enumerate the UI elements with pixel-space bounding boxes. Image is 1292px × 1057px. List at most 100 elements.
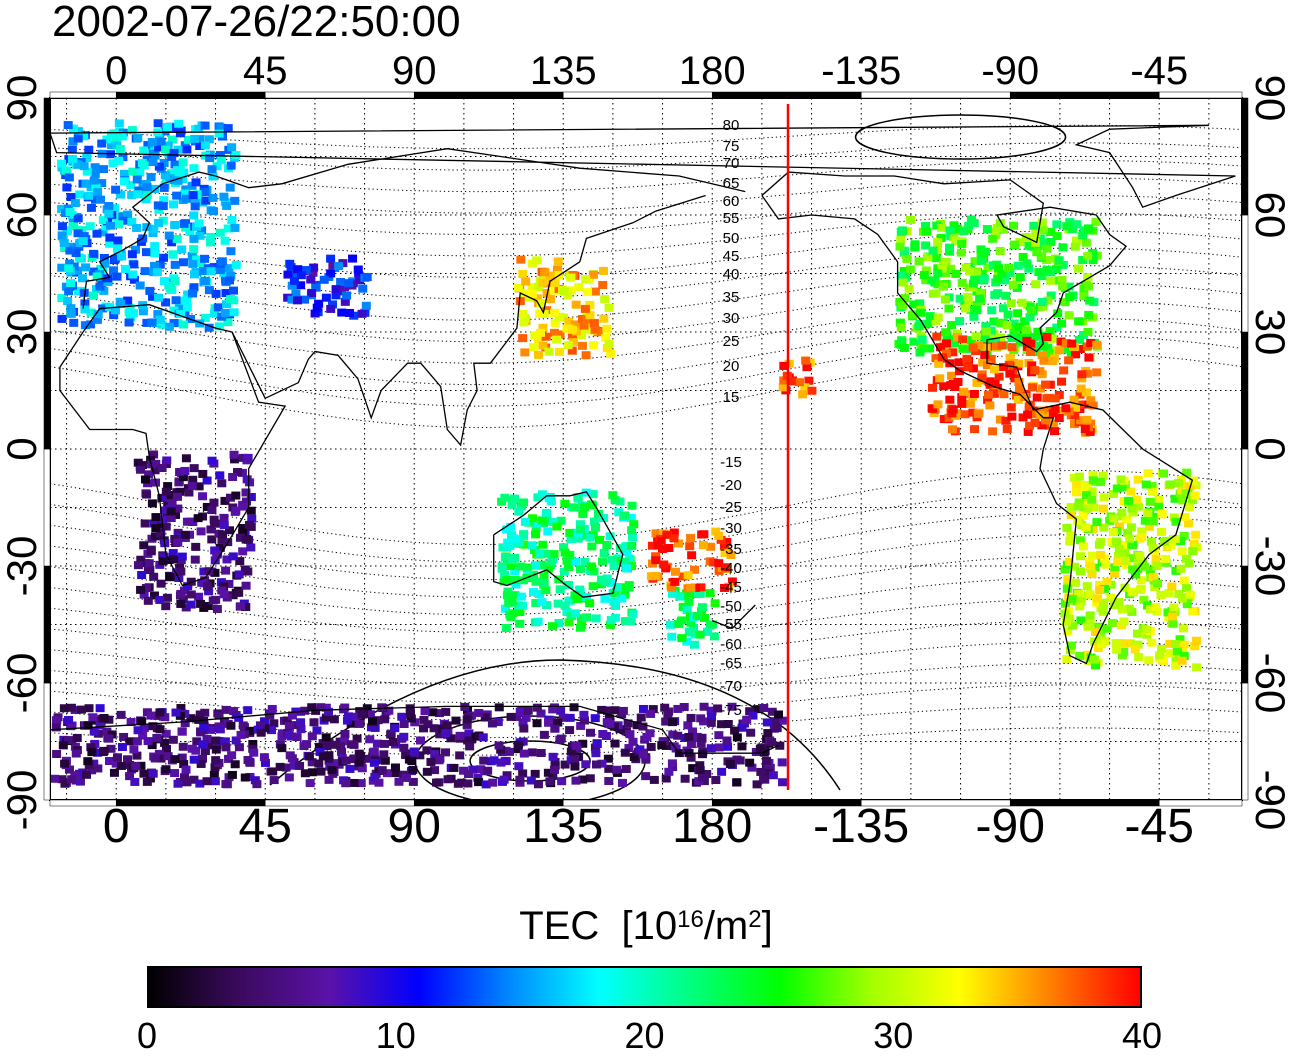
tec-cell bbox=[66, 309, 76, 318]
colorbar-unit-suffix: ] bbox=[761, 904, 773, 948]
tec-cell bbox=[500, 570, 510, 579]
tec-cell bbox=[215, 266, 225, 275]
tec-cell bbox=[70, 771, 80, 780]
tec-cell bbox=[307, 758, 317, 767]
tec-cell bbox=[112, 753, 122, 762]
tec-cell bbox=[127, 190, 137, 199]
tec-cell bbox=[1095, 477, 1105, 486]
tec-cell bbox=[578, 775, 588, 784]
tec-cell bbox=[340, 703, 350, 712]
tec-cell bbox=[243, 453, 253, 462]
tec-cell bbox=[358, 284, 368, 293]
tec-cell bbox=[1001, 291, 1011, 300]
tec-cell bbox=[70, 199, 80, 208]
contour-label: -15 bbox=[720, 454, 742, 471]
tec-cell bbox=[1027, 361, 1037, 370]
lat-tick-label-left: 0 bbox=[0, 437, 45, 460]
tec-cell bbox=[462, 720, 472, 729]
contour-line bbox=[50, 195, 1242, 235]
tec-cell bbox=[565, 726, 575, 735]
tec-cell bbox=[109, 266, 119, 275]
tec-cell bbox=[1067, 339, 1077, 348]
tec-cell bbox=[1168, 619, 1178, 628]
tec-cell bbox=[92, 272, 102, 281]
tec-cell bbox=[510, 494, 520, 503]
tec-cell bbox=[318, 752, 328, 761]
tec-cell bbox=[91, 183, 101, 192]
tec-cell bbox=[931, 254, 941, 263]
tec-cell bbox=[73, 266, 83, 275]
tec-cell bbox=[380, 756, 390, 765]
tec-cell bbox=[182, 194, 192, 203]
tec-cell bbox=[1062, 655, 1072, 664]
coastline bbox=[761, 171, 1194, 665]
tec-cell bbox=[231, 491, 241, 500]
tec-cell bbox=[542, 601, 552, 610]
tec-cell bbox=[952, 224, 962, 233]
tec-cell bbox=[997, 269, 1007, 278]
tec-cell bbox=[64, 264, 74, 273]
tec-cell bbox=[1051, 265, 1061, 274]
tec-cell bbox=[1094, 540, 1104, 549]
tec-cell bbox=[170, 769, 180, 778]
tec-cell bbox=[1107, 618, 1117, 627]
tec-cell bbox=[198, 754, 208, 763]
tec-cell bbox=[309, 263, 319, 272]
tec-cell bbox=[668, 718, 678, 727]
tec-cell bbox=[140, 475, 150, 484]
tec-cell bbox=[723, 742, 733, 751]
tec-cell bbox=[999, 363, 1009, 372]
tec-cell bbox=[1025, 347, 1035, 356]
tec-cell bbox=[1114, 598, 1124, 607]
tec-cell bbox=[1038, 302, 1048, 311]
tec-cell bbox=[415, 736, 425, 745]
lon-tick-label-top: -135 bbox=[821, 49, 901, 93]
tec-cell bbox=[520, 348, 530, 357]
tec-cell bbox=[670, 577, 680, 586]
tec-cell bbox=[567, 331, 577, 340]
tec-cell bbox=[255, 721, 265, 730]
tec-cell bbox=[1113, 558, 1123, 567]
tec-cell bbox=[961, 263, 971, 272]
tec-cell bbox=[205, 238, 215, 247]
tec-cell bbox=[349, 754, 359, 763]
tec-cell bbox=[434, 756, 444, 765]
tec-cell bbox=[1088, 401, 1098, 410]
tec-cell bbox=[711, 776, 721, 785]
tec-cell bbox=[1075, 390, 1085, 399]
tec-cell bbox=[95, 721, 105, 730]
tec-cell bbox=[1032, 393, 1042, 402]
tec-cell bbox=[993, 289, 1003, 298]
tec-cell bbox=[598, 557, 608, 566]
tec-cell bbox=[89, 176, 99, 185]
tec-cell bbox=[940, 295, 950, 304]
tec-cell bbox=[663, 710, 673, 719]
tec-cell bbox=[168, 555, 178, 564]
tec-cell bbox=[692, 612, 702, 621]
tec-cell bbox=[1101, 560, 1111, 569]
tec-cell bbox=[140, 519, 150, 528]
tec-cell bbox=[336, 287, 346, 296]
tec-cell bbox=[896, 227, 906, 236]
tec-cell bbox=[354, 719, 364, 728]
tec-cell bbox=[93, 310, 103, 319]
tec-cell bbox=[522, 563, 532, 572]
tec-cell bbox=[1052, 323, 1062, 332]
tec-cell bbox=[986, 355, 996, 364]
tec-cell bbox=[158, 202, 168, 211]
tec-cell bbox=[422, 767, 432, 776]
tec-cell bbox=[593, 509, 603, 518]
tec-cell bbox=[155, 725, 165, 734]
tec-cell bbox=[1137, 527, 1147, 536]
tec-cell bbox=[697, 773, 707, 782]
tec-cell bbox=[1068, 621, 1078, 630]
tec-cell bbox=[79, 162, 89, 171]
tec-cell bbox=[560, 760, 570, 769]
tec-cell bbox=[1130, 570, 1140, 579]
tec-cell bbox=[720, 583, 730, 592]
lat-tick-label-right: 0 bbox=[1247, 437, 1292, 460]
tec-cell bbox=[188, 475, 198, 484]
tec-cell bbox=[968, 279, 978, 288]
tec-cell bbox=[1017, 298, 1027, 307]
tec-cell bbox=[124, 318, 134, 327]
